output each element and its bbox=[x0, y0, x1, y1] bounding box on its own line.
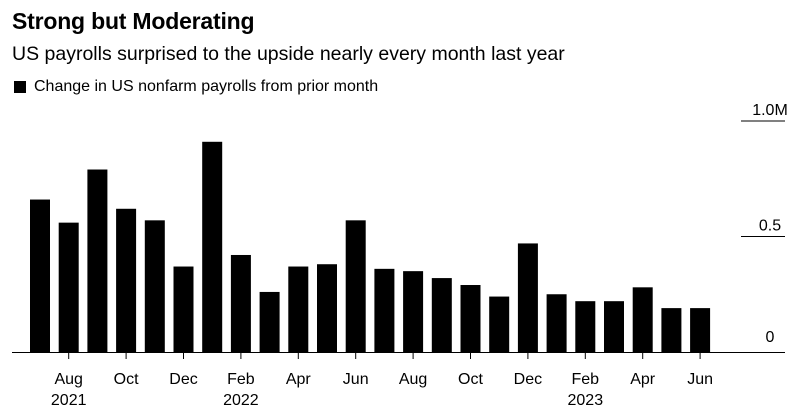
bar bbox=[460, 285, 481, 352]
y-tick-label: 1.0M bbox=[752, 102, 788, 119]
bar bbox=[116, 208, 137, 352]
bar bbox=[259, 291, 280, 352]
bar bbox=[374, 268, 395, 352]
bar bbox=[173, 266, 194, 352]
bar bbox=[546, 294, 567, 352]
chart-title: Strong but Moderating bbox=[12, 8, 255, 34]
bar bbox=[431, 278, 452, 352]
x-tick-label: Oct bbox=[114, 371, 139, 388]
bar bbox=[604, 301, 624, 352]
x-tick-label: Feb bbox=[572, 371, 600, 388]
x-tick-label: Dec bbox=[169, 371, 197, 388]
bar bbox=[230, 254, 251, 352]
bar bbox=[517, 243, 538, 352]
x-tick-label: Aug bbox=[399, 371, 427, 388]
bar bbox=[661, 308, 682, 352]
legend-swatch bbox=[14, 81, 26, 93]
x-tick-label: Jun bbox=[687, 371, 713, 388]
bar bbox=[489, 296, 510, 352]
bar bbox=[575, 301, 596, 352]
x-tick-year-label: 2023 bbox=[568, 392, 604, 409]
bar bbox=[690, 308, 711, 352]
bar bbox=[87, 169, 108, 352]
x-tick-year-label: 2022 bbox=[223, 392, 259, 409]
y-tick-label: 0 bbox=[766, 329, 775, 346]
x-tick-label: Dec bbox=[514, 371, 542, 388]
bar bbox=[202, 141, 223, 352]
legend: Change in US nonfarm payrolls from prior… bbox=[14, 78, 378, 96]
bar bbox=[632, 287, 653, 352]
bar bbox=[403, 271, 424, 352]
x-tick-year-label: 2021 bbox=[51, 392, 87, 409]
bar bbox=[30, 199, 50, 352]
x-tick-label: Apr bbox=[286, 371, 312, 388]
legend-label: Change in US nonfarm payrolls from prior… bbox=[34, 78, 379, 95]
y-tick-label: 0.5 bbox=[759, 218, 781, 235]
x-tick-label: Aug bbox=[54, 371, 82, 388]
x-tick-label: Feb bbox=[227, 371, 255, 388]
bar bbox=[144, 220, 165, 352]
bar bbox=[58, 222, 79, 352]
x-tick-label: Apr bbox=[630, 371, 656, 388]
chart-subtitle: US payrolls surprised to the upside near… bbox=[12, 43, 565, 65]
bar bbox=[317, 264, 337, 352]
bar bbox=[345, 220, 366, 352]
bar bbox=[288, 266, 309, 352]
x-tick-label: Jun bbox=[343, 371, 369, 388]
x-tick-label: Oct bbox=[458, 371, 483, 388]
